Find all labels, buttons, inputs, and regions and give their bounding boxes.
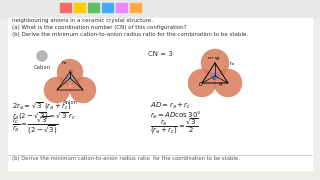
Text: $AD = r_a + r_c$: $AD = r_a + r_c$ xyxy=(150,101,191,111)
Circle shape xyxy=(188,69,216,97)
Text: CN = 3: CN = 3 xyxy=(148,51,173,57)
Bar xyxy=(0,0,320,18)
Text: $r_a = AD\cos 30°$: $r_a = AD\cos 30°$ xyxy=(150,110,202,121)
Circle shape xyxy=(44,77,70,103)
Bar xyxy=(102,3,113,12)
Bar xyxy=(60,3,71,12)
Text: $r_c$: $r_c$ xyxy=(68,67,74,76)
Text: Cation: Cation xyxy=(34,65,51,70)
Text: $\dfrac{r_a}{(r_a+r_c)} = \dfrac{\sqrt{3}}{2}$: $\dfrac{r_a}{(r_a+r_c)} = \dfrac{\sqrt{3… xyxy=(150,116,198,136)
Text: (b) Derive the minimum cation-to-anion radius ratio  for the coordination to be : (b) Derive the minimum cation-to-anion r… xyxy=(12,156,240,161)
Circle shape xyxy=(57,59,83,85)
Text: $2r_a = \sqrt{3}\ (r_a + r_c)$: $2r_a = \sqrt{3}\ (r_a + r_c)$ xyxy=(12,100,71,111)
Text: $D$: $D$ xyxy=(198,80,204,88)
Circle shape xyxy=(70,77,96,103)
Text: $r_a$: $r_a$ xyxy=(61,58,68,67)
Text: Anion: Anion xyxy=(62,100,77,105)
Circle shape xyxy=(37,51,47,61)
Text: (b) Derive the minimum cation-to-anion radius ratio for the combination to be st: (b) Derive the minimum cation-to-anion r… xyxy=(12,32,248,37)
Text: $r_a\!+\!r_c$: $r_a\!+\!r_c$ xyxy=(207,54,220,62)
Text: $O$: $O$ xyxy=(215,55,220,62)
Text: neighbouring anions in a ceramic crystal structure.: neighbouring anions in a ceramic crystal… xyxy=(12,18,153,23)
Text: (a) What is the coordination number (CN) of this configuration?: (a) What is the coordination number (CN)… xyxy=(12,25,187,30)
Text: $r_c$: $r_c$ xyxy=(212,76,218,83)
Text: $r_a$: $r_a$ xyxy=(229,59,235,68)
Bar xyxy=(88,3,99,12)
Text: $\dfrac{r_c}{r_a} = \dfrac{\sqrt{3}}{(2-\sqrt{3})}$: $\dfrac{r_c}{r_a} = \dfrac{\sqrt{3}}{(2-… xyxy=(12,115,59,136)
Circle shape xyxy=(66,74,74,82)
Text: $A$: $A$ xyxy=(218,80,223,88)
Circle shape xyxy=(201,49,229,77)
Bar xyxy=(116,3,127,12)
Bar xyxy=(130,3,141,12)
Circle shape xyxy=(214,69,242,97)
Text: $r_a(2-\sqrt{3}) = \sqrt{3}\ r_c$: $r_a(2-\sqrt{3}) = \sqrt{3}\ r_c$ xyxy=(12,110,76,122)
Circle shape xyxy=(212,73,219,80)
Bar xyxy=(8,18,312,170)
Bar xyxy=(74,3,85,12)
